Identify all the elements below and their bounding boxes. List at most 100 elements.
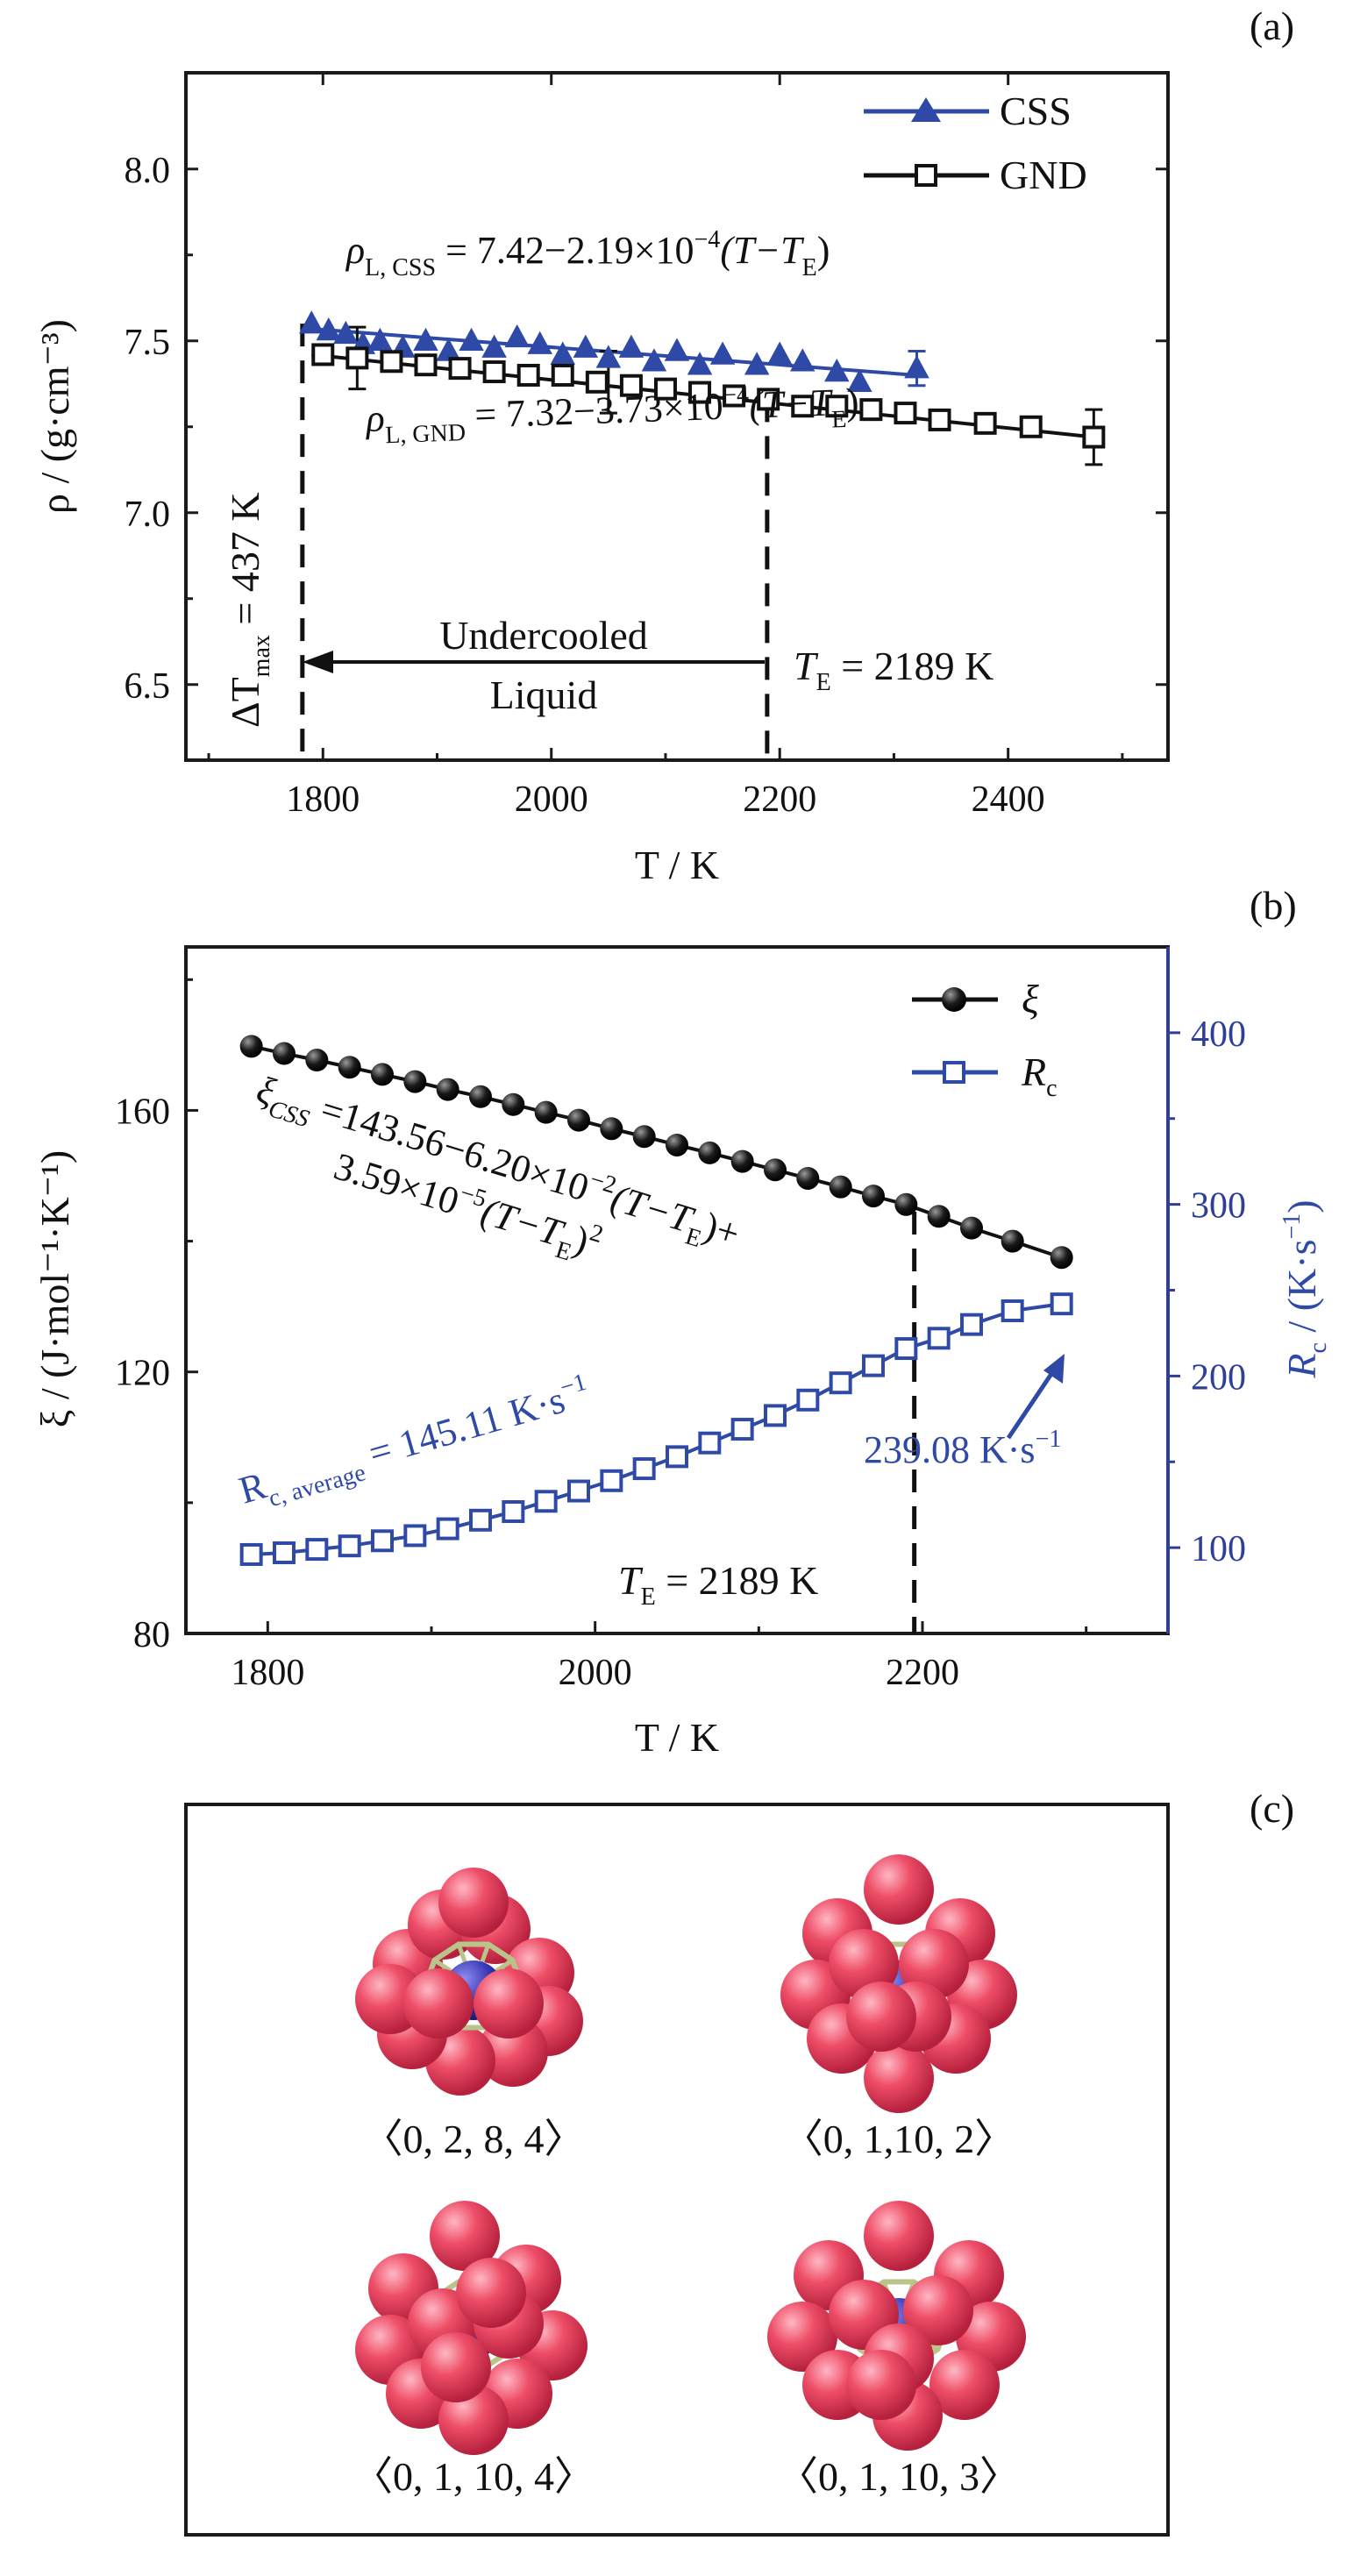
panel-c-frame (184, 1803, 1170, 2537)
panel-a-frame (184, 71, 1170, 762)
legend-css-label: CSS (1000, 89, 1072, 133)
legend-rc-label: Rc (1021, 1050, 1058, 1102)
undercooled-arrow-head (303, 651, 333, 673)
css-point-13 (573, 334, 599, 358)
css-point-6 (413, 327, 438, 352)
panel-a-tag: (a) (1250, 4, 1294, 48)
css-point-16 (641, 348, 667, 372)
gnd-point-9 (619, 374, 643, 397)
panel-b-tag: (b) (1250, 883, 1297, 928)
rc-point-18 (829, 1371, 852, 1395)
rc-point-13 (666, 1445, 688, 1469)
y-tick-label-a-2: 7.5 (125, 323, 171, 363)
gnd-point-16 (859, 398, 883, 422)
xi-point-5 (403, 1070, 427, 1093)
panel-b-legend: ξ Rc (912, 977, 1058, 1102)
cluster-label-2: 〈0, 1,10, 2〉 (783, 2117, 1015, 2161)
cluster-4 (767, 2201, 1026, 2451)
rc-point-16 (764, 1404, 787, 1427)
rc-point-0 (239, 1542, 263, 1566)
rc-point-7 (469, 1508, 492, 1532)
y-tick-label-right-b-1: 200 (1191, 1357, 1246, 1398)
gnd-point-0 (311, 343, 335, 366)
panel-a-ylabel: ρ / (g·cm⁻³) (32, 319, 77, 514)
y-tick-label-a-3: 8.0 (125, 151, 171, 191)
rc-point-15 (730, 1418, 754, 1441)
gnd-point-2 (380, 350, 403, 374)
gnd-point-17 (894, 402, 917, 425)
gnd-point-10 (653, 377, 677, 401)
gnd-point-1 (345, 346, 369, 370)
gnd-series (311, 343, 1106, 449)
legend-rc-marker (943, 1061, 965, 1084)
gnd-equation: ρL, GND = 7.32−3.73×10−4(T−TE) (364, 377, 860, 450)
rc-point-6 (436, 1517, 459, 1541)
y-tick-label-left-b-2: 160 (115, 1092, 170, 1132)
cluster-label-3: 〈0, 1, 10, 4〉 (353, 2454, 595, 2499)
outer-atom (864, 2201, 934, 2271)
css-point-21 (766, 341, 793, 365)
css-point-10 (504, 324, 530, 348)
y-tick-label-left-b-1: 120 (115, 1354, 170, 1394)
legend-xi-marker (942, 987, 966, 1012)
undercooled-label: Undercooled (439, 613, 648, 658)
panel-b-frame (184, 945, 1170, 1635)
css-point-17 (664, 338, 690, 361)
gnd-point-11 (688, 381, 712, 404)
xi-point-2 (305, 1049, 329, 1072)
xi-point-9 (534, 1100, 558, 1124)
x-tick-label-a-0: 1800 (286, 779, 360, 820)
xi-point-8 (502, 1092, 525, 1116)
panel-b-ylabel-left: ξ / (J·mol⁻¹·K⁻¹) (32, 1150, 77, 1427)
xi-point-11 (600, 1117, 623, 1141)
legend-gnd-square (915, 164, 937, 187)
rc-point-11 (600, 1469, 623, 1492)
gnd-point-4 (448, 357, 472, 381)
gnd-point-3 (414, 353, 438, 377)
gnd-point-8 (585, 370, 609, 394)
outer-atom (864, 1854, 934, 1925)
outer-atom-front (403, 1968, 474, 2039)
rc-end-annotation: 239.08 K·s−1 (864, 1426, 1061, 1471)
panel-b: (b) 1800 2000 2200 80 120 160 100 200 300 400 ξ R… (32, 883, 1332, 1760)
css-point-1 (316, 317, 342, 341)
rc-point-17 (796, 1388, 820, 1412)
panel-b-ticks: 1800 2000 2200 80 120 160 100 200 300 400 (115, 978, 1246, 1693)
css-point-23 (824, 359, 850, 382)
xi-point-20 (894, 1192, 918, 1216)
cluster-3 (355, 2201, 588, 2455)
css-point-14 (595, 345, 622, 368)
css-point-18 (687, 352, 713, 375)
gnd-point-14 (791, 395, 815, 418)
outer-atom-front (438, 1868, 509, 1938)
xi-point-0 (239, 1035, 263, 1058)
xi-point-7 (469, 1085, 492, 1108)
outer-atom (929, 2350, 1000, 2420)
x-tick-label-a-3: 2400 (972, 779, 1045, 820)
outer-atom-front (846, 1982, 916, 2052)
xi-point-21 (927, 1205, 951, 1228)
legend-xi-label: ξ (1022, 977, 1039, 1021)
xi-point-3 (338, 1056, 361, 1079)
css-point-2 (333, 320, 359, 345)
rc-point-5 (403, 1524, 427, 1548)
css-point-7 (436, 338, 461, 361)
x-tick-label-b-1: 2000 (559, 1653, 632, 1693)
legend-gnd-label: GND (1000, 153, 1087, 197)
rc-point-19 (862, 1354, 885, 1377)
xi-point-10 (567, 1108, 590, 1132)
y-tick-label-left-b-0: 80 (133, 1615, 170, 1655)
dtmax-label: ΔTmax = 437 K (223, 492, 275, 728)
outer-atom-front (474, 1968, 544, 2039)
panel-b-ylabel-right: Rc / (K·s−1) (1278, 1199, 1332, 1378)
xi-point-13 (666, 1133, 688, 1156)
rc-series (239, 1292, 1073, 1566)
panel-a-legend: CSS GND (864, 89, 1087, 197)
css-point-9 (481, 334, 507, 358)
gnd-point-6 (516, 363, 540, 387)
cluster-label-1: 〈0, 2, 8, 4〉 (363, 2117, 585, 2161)
te-label-a: TE = 2189 K (794, 644, 993, 696)
x-tick-label-a-2: 2200 (743, 779, 816, 820)
xi-point-24 (1050, 1246, 1073, 1270)
rc-point-22 (960, 1313, 983, 1336)
